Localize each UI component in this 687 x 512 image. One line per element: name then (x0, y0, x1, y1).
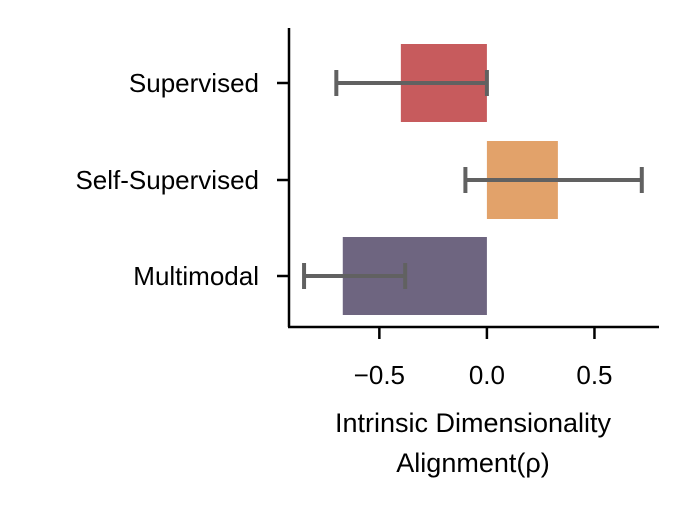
x-axis-label-line1: Intrinsic Dimensionality (335, 408, 612, 438)
y-tick-label-2: Multimodal (133, 261, 259, 291)
x-tick-label-0: −0.5 (354, 360, 405, 390)
error-bars-group (302, 70, 644, 289)
y-tick-label-0: Supervised (129, 68, 259, 98)
x-ticks-group: −0.5 0.0 0.5 (354, 327, 613, 390)
x-tick-label-1: 0.0 (469, 360, 505, 390)
x-tick-label-2: 0.5 (576, 360, 612, 390)
x-axis-label-line2: Alignment(ρ) (396, 448, 549, 478)
y-tick-label-1: Self-Supervised (75, 165, 259, 195)
y-ticks-group: Supervised Self-Supervised Multimodal (75, 68, 289, 291)
